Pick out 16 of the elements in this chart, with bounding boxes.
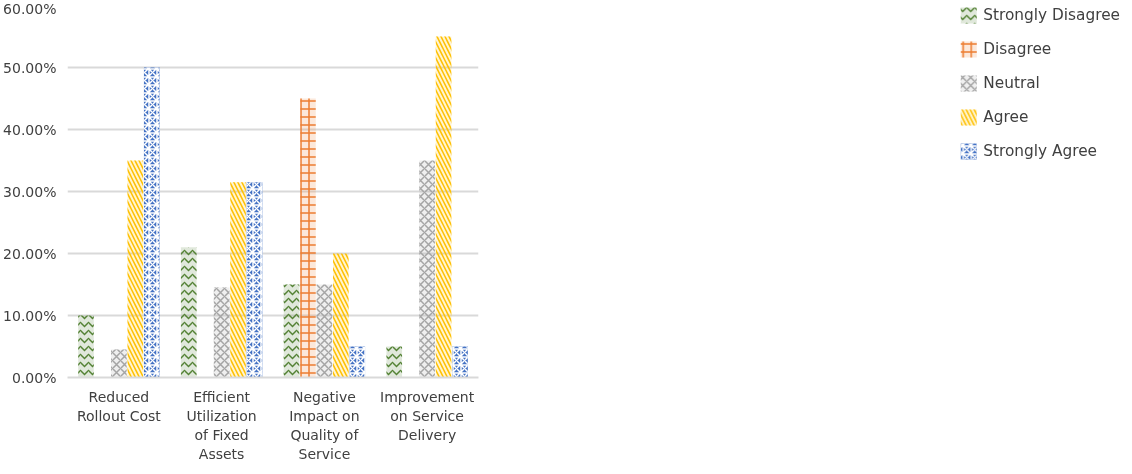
y-tick-label: 30.00% <box>3 183 57 200</box>
y-tick-label: 50.00% <box>3 59 57 76</box>
x-tick-label: Reduced Rollout Cost <box>76 388 162 424</box>
y-tick-label: 10.00% <box>3 307 57 324</box>
x-tick-label: Negative Impact on Quality of Service <box>289 388 360 463</box>
legend-label: Disagree <box>983 40 1052 58</box>
y-tick-label: 60.00% <box>3 0 57 17</box>
legend-label: Agree <box>983 108 1029 126</box>
legend-label: Strongly Agree <box>983 142 1098 160</box>
y-tick-label: 40.00% <box>3 121 57 138</box>
y-tick-label: 20.00% <box>3 245 57 262</box>
x-tick-label: Efficient Utilization of Fixed Assets <box>186 388 257 463</box>
y-tick-label: 0.00% <box>12 369 57 386</box>
legend-label: Neutral <box>983 74 1040 92</box>
legend-label: Strongly Disagree <box>983 6 1120 24</box>
x-tick-label: Improvement on Service Delivery <box>380 388 475 443</box>
